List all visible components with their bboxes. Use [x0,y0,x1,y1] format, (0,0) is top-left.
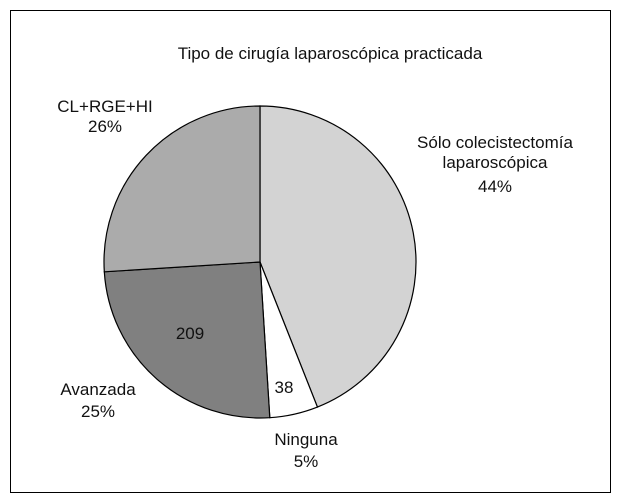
category-label: CL+RGE+HI [57,97,153,116]
pie-slice [259,105,417,408]
chart-title: Tipo de cirugía laparoscópica practicada [177,44,483,63]
pie-slice [103,261,271,419]
pie-slice [103,105,261,273]
count-label: 38 [274,378,294,397]
percent-label: 26% [87,117,123,136]
frame [10,10,611,493]
count-label: 209 [175,324,205,343]
category-label: Ninguna [274,430,338,449]
percent-label: 5% [293,452,319,471]
percent-label: 44% [477,177,513,196]
category-label: Avanzada [60,380,136,399]
category-label: Sólo colecistectomía laparoscópica [417,133,573,172]
percent-label: 25% [80,402,116,421]
